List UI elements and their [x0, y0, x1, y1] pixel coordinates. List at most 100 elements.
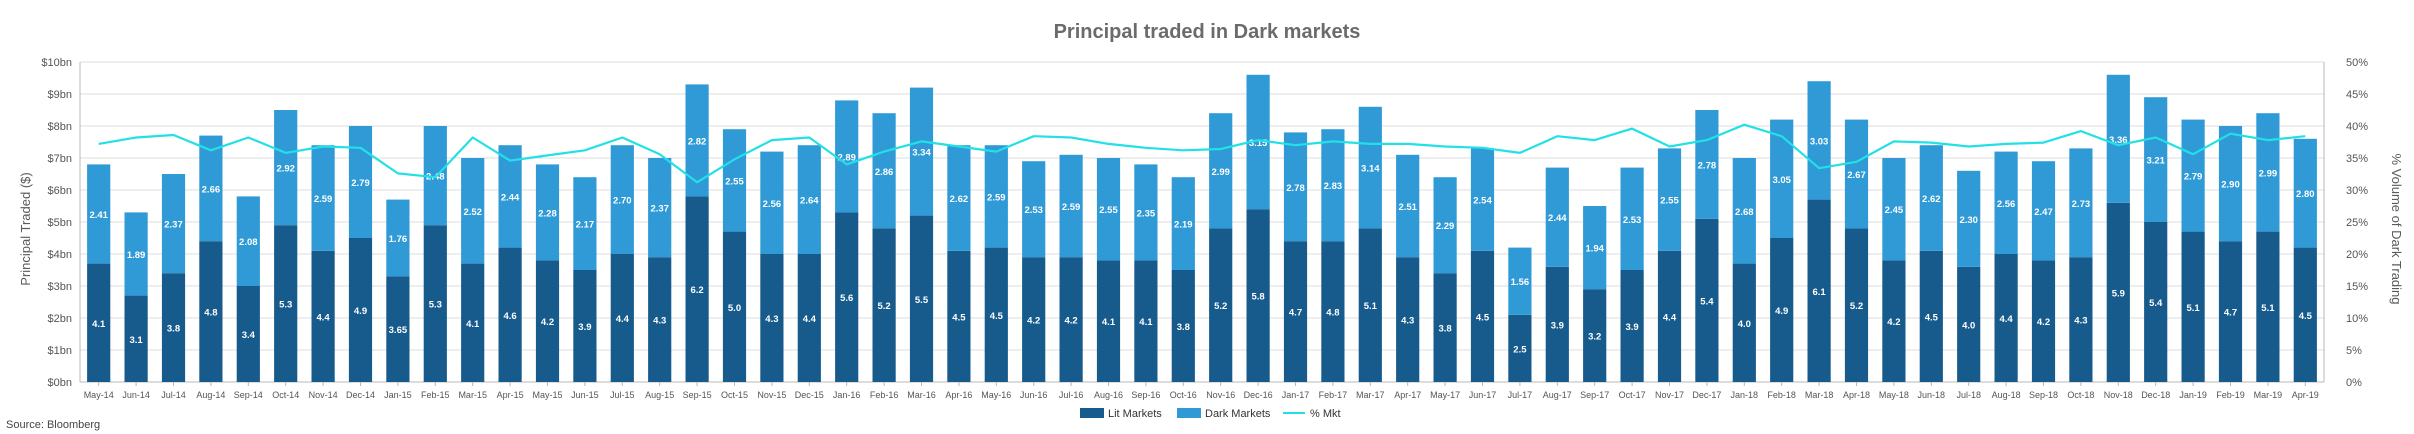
data-label-lit: 4.7	[1289, 308, 1302, 319]
bar-dark	[573, 177, 597, 270]
data-label-lit: 5.4	[1700, 296, 1714, 307]
data-label-lit: 5.2	[1214, 301, 1227, 312]
bar-lit	[722, 231, 747, 382]
bar-lit	[909, 215, 934, 382]
bar-lit	[2144, 222, 2168, 382]
data-label-lit: 4.4	[1663, 312, 1677, 323]
x-tick-label: Aug-18	[1992, 390, 2021, 400]
bar-dark	[2069, 148, 2093, 258]
bar-dark	[984, 145, 1008, 248]
data-label-lit: 4.3	[653, 316, 666, 327]
data-label-dark: 2.47	[2034, 207, 2053, 218]
bar-lit	[1695, 218, 1719, 382]
data-label-dark: 2.52	[463, 207, 482, 218]
legend: Lit Markets Dark Markets % Mkt	[1080, 408, 1341, 420]
bar-dark	[311, 145, 335, 251]
bar-lit	[274, 225, 298, 382]
x-tick-label: Nov-17	[1655, 390, 1684, 400]
x-tick-label: Dec-16	[1244, 390, 1273, 400]
bar-dark	[722, 129, 747, 232]
data-label-dark: 2.44	[501, 192, 520, 203]
data-label-dark: 2.66	[202, 184, 221, 195]
bar-lit	[423, 225, 447, 382]
data-label-lit: 4.8	[1326, 308, 1339, 319]
bar-dark	[1657, 148, 1682, 251]
bar-lit	[386, 276, 410, 382]
bar-dark	[461, 158, 485, 264]
y-tick-label: $6bn	[48, 185, 72, 197]
data-label-dark: 2.80	[2296, 189, 2315, 200]
bar-lit	[1882, 260, 1906, 382]
bar-dark	[1209, 113, 1233, 229]
grid	[79, 61, 2325, 383]
bar-lit	[535, 260, 560, 382]
data-label-dark: 2.59	[314, 194, 333, 205]
x-tick-label: Feb-18	[1767, 390, 1796, 400]
bar-dark	[236, 196, 260, 286]
x-tick-label: Oct-15	[721, 390, 748, 400]
bar-lit	[1396, 257, 1420, 382]
y2-tick-label: 5%	[2346, 345, 2362, 357]
data-label-lit: 4.4	[616, 314, 630, 325]
bar-dark	[797, 145, 821, 254]
bar-dark	[1957, 170, 1981, 267]
bar-lit	[1919, 250, 1943, 382]
data-label-lit: 5.2	[877, 301, 890, 312]
x-tick-label: Jan-19	[2179, 390, 2207, 400]
x-tick-label: Dec-18	[2141, 390, 2170, 400]
data-label-lit: 4.6	[503, 311, 516, 322]
data-label-dark: 2.28	[538, 208, 557, 219]
bar-dark	[498, 145, 522, 248]
y2-tick-label: 30%	[2346, 185, 2368, 197]
bar-dark	[1583, 206, 1607, 290]
bar-dark	[1919, 145, 1943, 251]
bar-lit	[2218, 241, 2243, 382]
data-label-lit: 4.1	[466, 319, 480, 330]
x-tick-label: Apr-19	[2292, 390, 2319, 400]
data-label-dark: 2.53	[1623, 215, 1642, 226]
data-label-lit: 3.1	[129, 335, 143, 346]
bar-lit	[2293, 247, 2317, 382]
bar-dark	[1508, 247, 1532, 315]
bar-lit	[1283, 241, 1308, 382]
bar-dark	[124, 212, 148, 296]
bar-lit	[1770, 238, 1794, 382]
data-label-dark: 2.64	[800, 196, 819, 207]
data-label-dark: 3.34	[912, 148, 931, 159]
y2-axis-ticks: 0% 5% 10% 15% 20% 25% 30% 35% 40% 45% 50%	[2346, 57, 2368, 389]
data-label-lit: 4.8	[204, 308, 217, 319]
data-label-dark: 2.99	[2259, 168, 2278, 179]
x-tick-label: Jan-16	[833, 390, 861, 400]
x-tick-label: Jul-14	[161, 390, 186, 400]
data-label-dark: 2.55	[1660, 196, 1679, 207]
data-label-dark: 2.62	[1922, 194, 1941, 205]
x-tick-label: Sep-17	[1580, 390, 1609, 400]
x-tick-label: Nov-18	[2104, 390, 2133, 400]
x-tick-label: Oct-17	[1619, 390, 1646, 400]
bar-lit	[1657, 250, 1682, 382]
bar-dark	[161, 174, 186, 274]
bar-dark	[1396, 154, 1420, 258]
data-label-dark: 3.21	[2146, 156, 2165, 167]
x-tick-label: Oct-18	[2067, 390, 2094, 400]
data-label-lit: 5.2	[1850, 301, 1863, 312]
x-tick-label: Nov-14	[309, 390, 338, 400]
y2-tick-label: 20%	[2346, 249, 2368, 261]
y2-tick-label: 0%	[2346, 377, 2362, 389]
bar-lit	[872, 228, 896, 382]
data-label-lit: 5.0	[728, 303, 741, 314]
x-tick-label: Apr-15	[497, 390, 524, 400]
data-label-dark: 2.30	[1959, 215, 1978, 226]
data-label-dark: 2.89	[837, 152, 856, 163]
x-tick-label: Mar-15	[458, 390, 487, 400]
data-label-dark: 2.90	[2221, 180, 2240, 191]
y2-axis-title: % Volume of Dark Trading	[2389, 153, 2404, 304]
bar-lit	[1209, 228, 1233, 382]
data-label-dark: 1.89	[127, 250, 146, 261]
bar-lit	[1583, 289, 1607, 382]
data-label-lit: 3.8	[167, 324, 180, 335]
x-tick-label: Nov-15	[757, 390, 786, 400]
x-tick-label: Jan-17	[1282, 390, 1310, 400]
bars	[87, 74, 2317, 382]
